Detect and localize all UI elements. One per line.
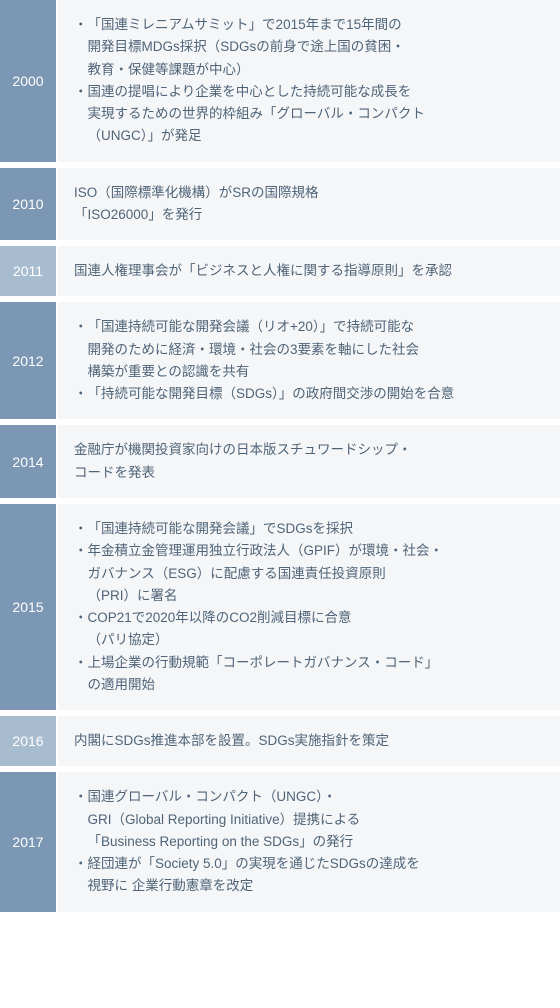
content-line: 視野に 企業行動憲章を改定	[74, 875, 548, 897]
content-cell: ・「国連ミレニアムサミット」で2015年まで15年間の開発目標MDGs採択（SD…	[58, 0, 560, 162]
bullet-marker: ・	[74, 786, 88, 808]
content-cell: ISO（国際標準化機構）がSRの国際規格「ISO26000」を発行	[58, 168, 560, 241]
content-line: 内閣にSDGs推進本部を設置。SDGs実施指針を策定	[74, 730, 548, 752]
timeline-row: 2017・国連グローバル・コンパクト（UNGC）・GRI（Global Repo…	[0, 772, 560, 911]
content-cell: 金融庁が機関投資家向けの日本版スチュワードシップ・コードを発表	[58, 425, 560, 498]
year-cell: 2010	[0, 168, 58, 241]
content-line: 「ISO26000」を発行	[74, 204, 548, 226]
content-line: ・「国連持続可能な開発会議」でSDGsを採択	[74, 518, 548, 540]
content-cell: 内閣にSDGs推進本部を設置。SDGs実施指針を策定	[58, 716, 560, 766]
bullet-marker: ・	[74, 383, 88, 405]
timeline-row: 2011 国連人権理事会が「ビジネスと人権に関する指導原則」を承認	[0, 246, 560, 296]
content-line: の適用開始	[74, 674, 548, 696]
content-cell: ・「国連持続可能な開発会議（リオ+20）」で持続可能な開発のために経済・環境・社…	[58, 302, 560, 419]
content-line: 「Business Reporting on the SDGs」の発行	[74, 831, 548, 853]
content-cell: ・「国連持続可能な開発会議」でSDGsを採択・年金積立金管理運用独立行政法人（G…	[58, 504, 560, 710]
content-line: 教育・保健等課題が中心）	[74, 59, 548, 81]
content-line: 構築が重要との認識を共有	[74, 361, 548, 383]
bullet-marker: ・	[74, 853, 88, 875]
timeline-row: 2014金融庁が機関投資家向けの日本版スチュワードシップ・コードを発表	[0, 425, 560, 498]
bullet-text: 国連の提唱により企業を中心とした持続可能な成長を	[88, 81, 549, 103]
content-line: コードを発表	[74, 462, 548, 484]
content-line: 開発目標MDGs採択（SDGsの前身で途上国の貧困・	[74, 36, 548, 58]
content-line: 実現するための世界的枠組み「グローバル・コンパクト	[74, 103, 548, 125]
content-line: ・「国連持続可能な開発会議（リオ+20）」で持続可能な	[74, 316, 548, 338]
year-cell: 2011	[0, 246, 58, 296]
year-cell: 2014	[0, 425, 58, 498]
content-line: （UNGC）」が発足	[74, 125, 548, 147]
content-line: ・「国連ミレニアムサミット」で2015年まで15年間の	[74, 14, 548, 36]
bullet-text: 「国連持続可能な開発会議（リオ+20）」で持続可能な	[88, 316, 549, 338]
content-line: ガバナンス（ESG）に配慮する国連責任投資原則	[74, 563, 548, 585]
bullet-text: 年金積立金管理運用独立行政法人（GPIF）が環境・社会・	[88, 540, 549, 562]
timeline-row: 2015・「国連持続可能な開発会議」でSDGsを採択・年金積立金管理運用独立行政…	[0, 504, 560, 710]
bullet-text: 「国連ミレニアムサミット」で2015年まで15年間の	[88, 14, 549, 36]
content-line: ・経団連が「Society 5.0」の実現を通じたSDGsの達成を	[74, 853, 548, 875]
year-cell: 2017	[0, 772, 58, 911]
content-line: 開発のために経済・環境・社会の3要素を軸にした社会	[74, 339, 548, 361]
content-cell: ・国連グローバル・コンパクト（UNGC）・GRI（Global Reportin…	[58, 772, 560, 911]
bullet-text: 経団連が「Society 5.0」の実現を通じたSDGsの達成を	[88, 853, 549, 875]
content-line: ・国連の提唱により企業を中心とした持続可能な成長を	[74, 81, 548, 103]
year-cell: 2015	[0, 504, 58, 710]
bullet-marker: ・	[74, 652, 88, 674]
bullet-marker: ・	[74, 81, 88, 103]
bullet-marker: ・	[74, 518, 88, 540]
content-line: ・COP21で2020年以降のCO2削減目標に合意	[74, 607, 548, 629]
content-line: ・年金積立金管理運用独立行政法人（GPIF）が環境・社会・	[74, 540, 548, 562]
content-line: （パリ協定）	[74, 629, 548, 651]
timeline-row: 2012・「国連持続可能な開発会議（リオ+20）」で持続可能な開発のために経済・…	[0, 302, 560, 419]
bullet-marker: ・	[74, 14, 88, 36]
content-line: ISO（国際標準化機構）がSRの国際規格	[74, 182, 548, 204]
bullet-text: COP21で2020年以降のCO2削減目標に合意	[88, 607, 549, 629]
bullet-marker: ・	[74, 316, 88, 338]
bullet-text: 上場企業の行動規範「コーポレートガバナンス・コード」	[88, 652, 549, 674]
content-line: 国連人権理事会が「ビジネスと人権に関する指導原則」を承認	[74, 260, 548, 282]
timeline-row: 2000・「国連ミレニアムサミット」で2015年まで15年間の開発目標MDGs採…	[0, 0, 560, 162]
content-line: GRI（Global Reporting Initiative）提携による	[74, 809, 548, 831]
timeline-row: 2016 内閣にSDGs推進本部を設置。SDGs実施指針を策定	[0, 716, 560, 766]
content-cell: 国連人権理事会が「ビジネスと人権に関する指導原則」を承認	[58, 246, 560, 296]
content-line: ・国連グローバル・コンパクト（UNGC）・	[74, 786, 548, 808]
content-line: 金融庁が機関投資家向けの日本版スチュワードシップ・	[74, 439, 548, 461]
bullet-text: 「持続可能な開発目標（SDGs）」の政府間交渉の開始を合意	[88, 383, 549, 405]
content-line: ・上場企業の行動規範「コーポレートガバナンス・コード」	[74, 652, 548, 674]
year-cell: 2016	[0, 716, 58, 766]
bullet-text: 国連グローバル・コンパクト（UNGC）・	[88, 786, 549, 808]
content-line: ・「持続可能な開発目標（SDGs）」の政府間交渉の開始を合意	[74, 383, 548, 405]
bullet-text: 「国連持続可能な開発会議」でSDGsを採択	[88, 518, 549, 540]
content-line: （PRI）に署名	[74, 585, 548, 607]
timeline-container: 2000・「国連ミレニアムサミット」で2015年まで15年間の開発目標MDGs採…	[0, 0, 560, 918]
bullet-marker: ・	[74, 607, 88, 629]
year-cell: 2012	[0, 302, 58, 419]
bullet-marker: ・	[74, 540, 88, 562]
timeline-row: 2010ISO（国際標準化機構）がSRの国際規格「ISO26000」を発行	[0, 168, 560, 241]
year-cell: 2000	[0, 0, 58, 162]
